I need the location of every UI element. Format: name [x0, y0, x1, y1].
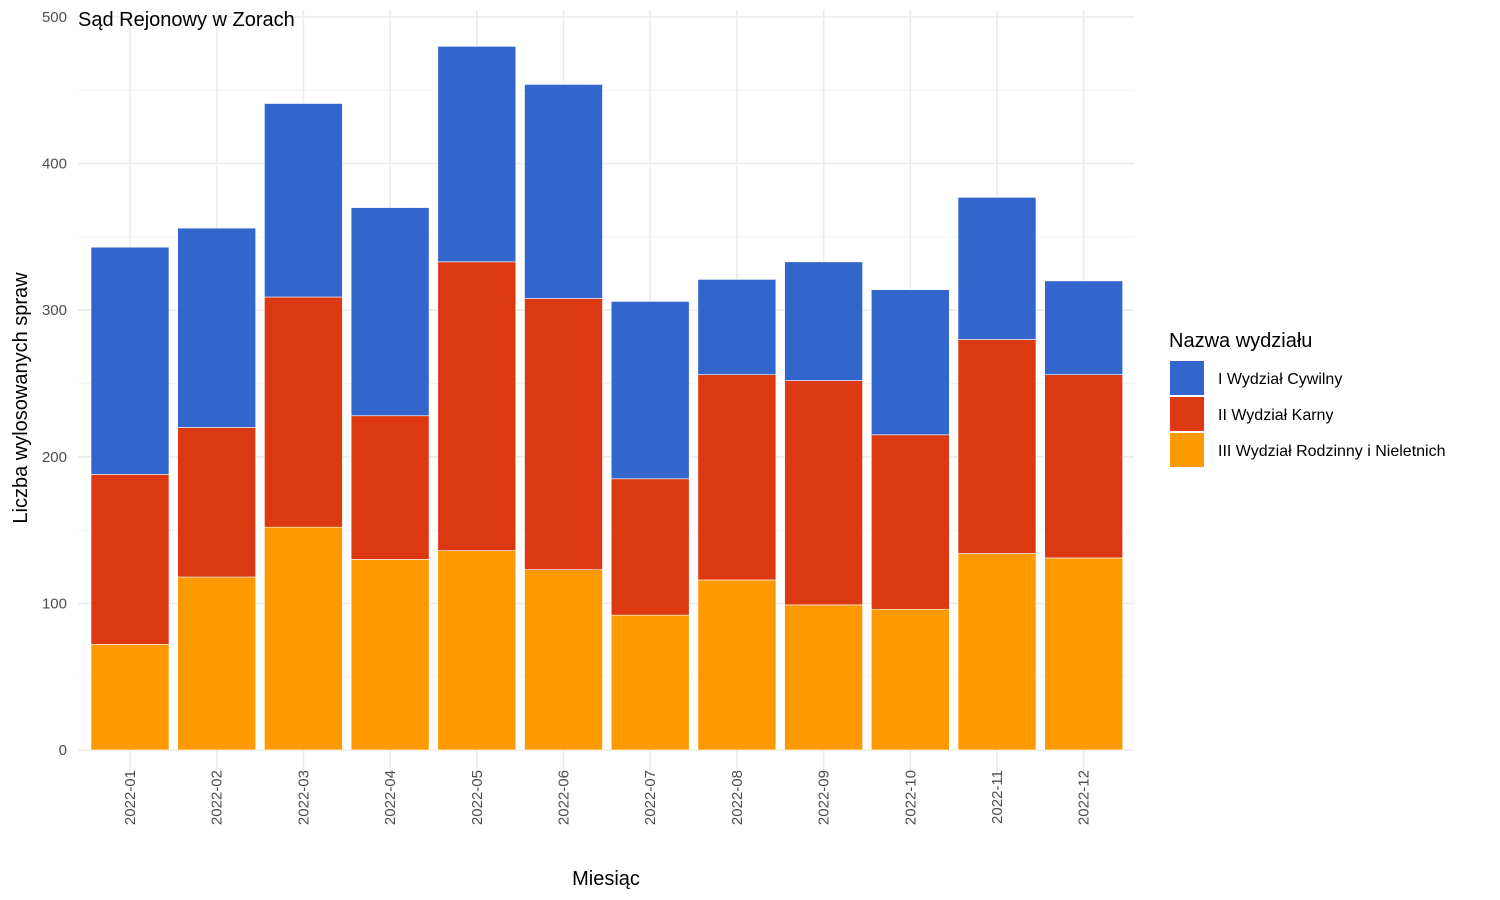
legend-title: Nazwa wydziału	[1169, 330, 1312, 352]
bar-segment	[957, 197, 1037, 340]
x-axis-title: Miesiąc	[572, 868, 640, 890]
bar-segment	[957, 339, 1037, 554]
bar-segment	[350, 207, 430, 417]
bar-segment	[524, 84, 603, 299]
bars	[90, 46, 1123, 751]
bar-segment	[697, 279, 777, 376]
bar-segment	[784, 380, 863, 606]
bar-segment	[90, 644, 170, 751]
bar-segment	[870, 289, 950, 436]
x-tick-label: 2022-01	[122, 770, 139, 825]
bar-segment	[1044, 557, 1123, 751]
bar-segment	[90, 246, 170, 475]
x-tick-label: 2022-08	[729, 770, 746, 825]
y-tick-label: 400	[42, 156, 67, 173]
bar-segment	[437, 46, 517, 263]
legend-swatch	[1170, 361, 1204, 395]
y-tick-label: 300	[42, 302, 67, 319]
x-tick-label: 2022-09	[816, 770, 833, 825]
x-tick-label: 2022-02	[209, 770, 226, 825]
bar-segment	[1044, 280, 1123, 376]
bar-segment	[610, 478, 690, 616]
x-tick-label: 2022-10	[902, 770, 919, 825]
y-tick-label: 0	[59, 742, 67, 759]
x-axis-ticks: 2022-01 2022-02 2022-03 2022-04 2022-05 2022-…	[122, 770, 1093, 825]
bar-segment	[177, 427, 256, 578]
y-axis-ticks: 0 100 200 300 400 500	[42, 9, 67, 759]
legend-swatch	[1170, 397, 1204, 431]
bar-segment	[177, 576, 256, 751]
bar-segment	[870, 434, 950, 610]
y-tick-label: 200	[42, 449, 67, 466]
bar-segment	[177, 227, 256, 428]
x-tick-label: 2022-06	[556, 770, 573, 825]
bar-segment	[870, 608, 950, 751]
y-tick-label: 500	[42, 9, 67, 26]
legend-label: I Wydział Cywilny	[1218, 371, 1342, 388]
legend-label: III Wydział Rodzinny i Nieletnich	[1218, 443, 1446, 460]
x-tick-label: 2022-07	[642, 770, 659, 825]
bar-segment	[697, 579, 777, 751]
bar-segment	[264, 103, 343, 298]
bar-segment	[697, 374, 777, 581]
bar-segment	[957, 553, 1037, 751]
y-axis-title: Liczba wylosowanych spraw	[10, 272, 32, 524]
legend-swatch	[1170, 433, 1204, 467]
bar-segment	[524, 298, 603, 570]
bar-segment	[784, 604, 863, 751]
legend-label: II Wydział Karny	[1218, 407, 1333, 424]
bar-segment	[524, 569, 603, 751]
chart-title: Sąd Rejonowy w Zorach	[78, 9, 295, 31]
bar-segment	[90, 474, 170, 645]
legend: Nazwa wydziału I Wydział Cywilny II Wydzi…	[1169, 330, 1446, 467]
bar-segment	[784, 261, 863, 381]
x-tick-label: 2022-05	[469, 770, 486, 825]
bar-segment	[264, 296, 343, 528]
y-tick-label: 100	[42, 595, 67, 612]
x-tick-label: 2022-04	[382, 770, 399, 825]
bar-segment	[1044, 374, 1123, 559]
bar-segment	[610, 614, 690, 751]
bar-segment	[437, 261, 517, 551]
x-tick-label: 2022-11	[989, 770, 1006, 824]
x-tick-label: 2022-03	[295, 770, 312, 825]
bar-segment	[610, 301, 690, 480]
x-tick-label: 2022-12	[1076, 770, 1093, 825]
bar-segment	[437, 550, 517, 751]
bar-segment	[350, 415, 430, 560]
bar-segment	[350, 559, 430, 751]
bar-segment	[264, 526, 343, 751]
